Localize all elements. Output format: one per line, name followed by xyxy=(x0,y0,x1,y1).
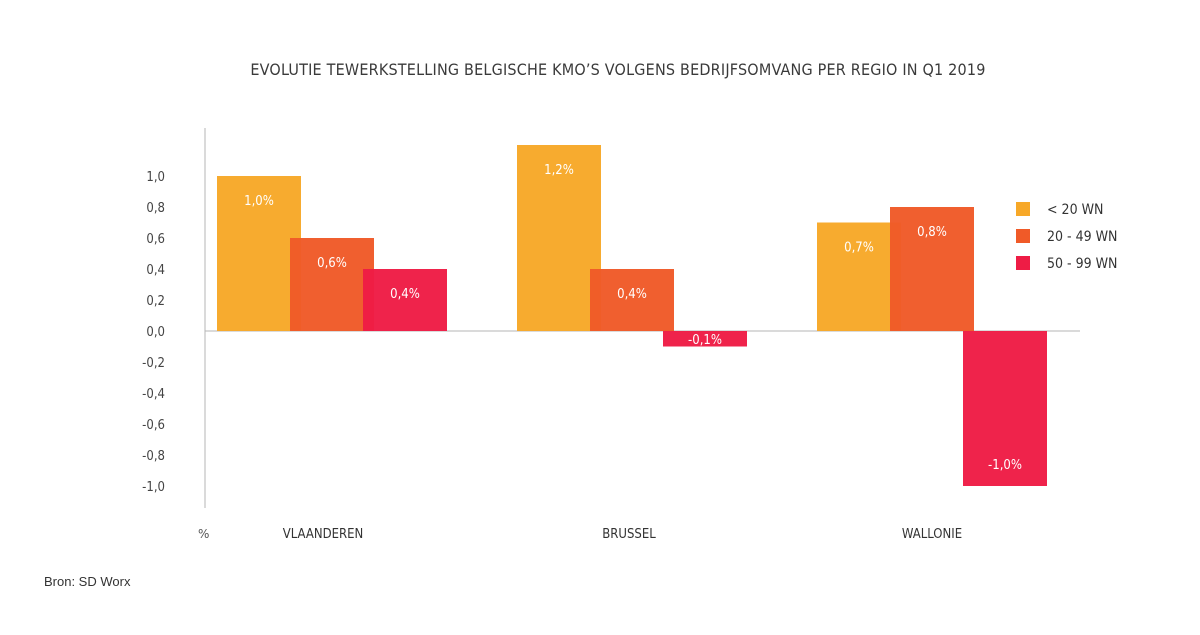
data-label: 1,2% xyxy=(544,163,574,178)
data-label: 0,8% xyxy=(917,225,947,240)
data-label: 1,0% xyxy=(244,194,274,209)
bar xyxy=(517,145,601,331)
y-unit-label: % xyxy=(198,527,209,541)
y-tick-label: 0,8 xyxy=(146,201,165,216)
source-note: Bron: SD Worx xyxy=(44,574,131,589)
data-label: 0,4% xyxy=(617,287,647,302)
y-tick-label: -0,4 xyxy=(142,387,165,402)
axes: 1,0 0,8 0,6 0,4 0,2 0,0 -0,2 -0,4 -0,6 -0,8 -1,0% V… xyxy=(142,128,1080,542)
legend-label: 50 - 99 WN xyxy=(1047,256,1117,272)
y-tick-label: 0,4 xyxy=(146,263,165,278)
data-label: 0,4% xyxy=(390,287,420,302)
bar xyxy=(290,238,374,331)
bar xyxy=(963,331,1047,486)
y-tick-label: -1,0 xyxy=(142,480,165,495)
legend-label: 20 - 49 WN xyxy=(1047,229,1117,245)
y-tick-label: -0,2 xyxy=(142,356,165,371)
y-tick-label: 1,0 xyxy=(146,170,165,185)
y-tick-label: -0,6 xyxy=(142,418,165,433)
data-label: 0,7% xyxy=(844,241,874,256)
bar xyxy=(217,176,301,331)
bar xyxy=(817,222,901,331)
data-labels: 1,0% 0,6% 0,4% 1,2% 0,4% -0,1% 0,7% 0,8% -1,0% xyxy=(244,163,1022,473)
legend: < 20 WN 20 - 49 WN 50 - 99 WN xyxy=(1016,202,1117,272)
legend-swatch xyxy=(1016,202,1030,216)
data-label: -1,0% xyxy=(988,458,1022,473)
y-tick-label: -0,8 xyxy=(142,449,165,464)
y-tick-label: 0,6 xyxy=(146,232,165,247)
chart-title: EVOLUTIE TEWERKSTELLING BELGISCHE KMO’S … xyxy=(250,60,985,79)
category-label: VLAANDEREN xyxy=(283,527,364,542)
legend-label: < 20 WN xyxy=(1047,202,1103,218)
y-tick-label: 0,0 xyxy=(146,325,165,340)
y-tick-label: 0,2 xyxy=(146,294,165,309)
bar xyxy=(663,331,747,347)
category-label: WALLONIE xyxy=(902,527,962,542)
bar xyxy=(363,269,447,331)
legend-swatch xyxy=(1016,229,1030,243)
category-label: BRUSSEL xyxy=(602,527,656,542)
legend-swatch xyxy=(1016,256,1030,270)
bar xyxy=(590,269,674,331)
data-label: 0,6% xyxy=(317,256,347,271)
bars xyxy=(217,145,1047,486)
bar xyxy=(890,207,974,331)
data-label: -0,1% xyxy=(688,333,722,348)
